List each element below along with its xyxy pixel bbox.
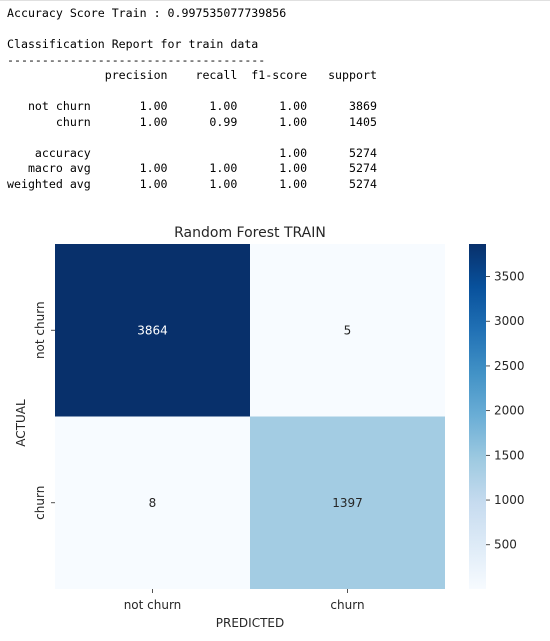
- heatmap-cell-label: 5: [344, 323, 352, 337]
- output-line: weighted avg 1.00 1.00 1.00 5274: [7, 176, 377, 191]
- colorbar-tick-label: 1500: [494, 448, 525, 462]
- heatmap-cell-label: 1397: [332, 496, 363, 510]
- output-line: precision recall f1-score support: [7, 68, 377, 82]
- colorbar-tick-label: 1000: [494, 493, 525, 507]
- heatmap-cell: [55, 416, 250, 589]
- colorbar-tick-label: 3500: [494, 270, 525, 284]
- colorbar-tick-label: 3000: [494, 314, 525, 328]
- output-line: macro avg 1.00 1.00 1.00 5274: [7, 161, 377, 175]
- output-line: accuracy 1.00 5274: [7, 145, 377, 160]
- y-tick-label: churn: [33, 486, 47, 520]
- colorbar-tick-label: 2000: [494, 404, 525, 418]
- x-tick-label: not churn: [124, 598, 182, 612]
- x-tick-label: churn: [330, 598, 364, 612]
- y-tick-label: not churn: [33, 301, 47, 359]
- colorbar: [469, 244, 486, 589]
- cell-top-border: [0, 0, 550, 1]
- heatmap-cell: [250, 244, 445, 417]
- colorbar-tick-label: 500: [494, 538, 517, 552]
- heatmap-cell-label: 8: [149, 496, 157, 510]
- output-line: Accuracy Score Train : 0.997535077739856: [7, 6, 287, 20]
- output-line: churn 1.00 0.99 1.00 1405: [7, 114, 377, 129]
- x-axis-label: PREDICTED: [216, 616, 284, 630]
- output-line: Classification Report for train data: [7, 37, 259, 51]
- output-line: not churn 1.00 1.00 1.00 3869: [7, 99, 377, 113]
- confusion-matrix-figure: Random Forest TRAIN 3864 5 8 1397 not churn…: [14, 225, 525, 630]
- chart-title: Random Forest TRAIN: [174, 225, 326, 241]
- heatmap-cell-label: 3864: [137, 323, 168, 337]
- cell-output-text: Accuracy Score Train : 0.997535077739856…: [7, 6, 377, 192]
- output-line: -------------------------------------: [7, 52, 266, 67]
- heatmap-cell: [250, 416, 445, 589]
- heatmap-cell: [55, 244, 250, 417]
- y-axis-label: ACTUAL: [14, 399, 28, 447]
- colorbar-tick-label: 2500: [494, 359, 525, 373]
